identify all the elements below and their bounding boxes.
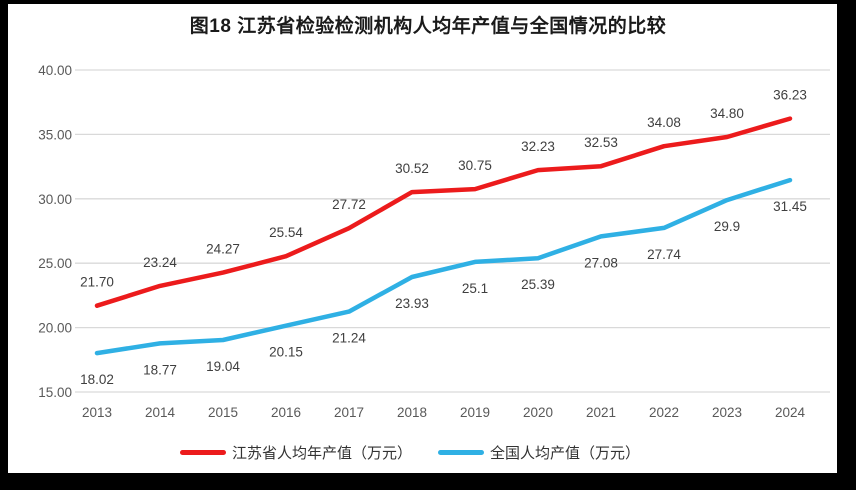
x-tick-label: 2021 [586,405,616,420]
data-label: 29.9 [714,219,740,234]
x-tick-label: 2015 [208,405,238,420]
legend: 江苏省人均年产值（万元） 全国人均产值（万元） [0,439,820,465]
x-tick-label: 2022 [649,405,679,420]
y-tick-label: 30.00 [38,192,72,207]
x-tick-label: 2018 [397,405,427,420]
x-tick-label: 2024 [775,405,806,420]
series-line-0 [94,116,793,308]
data-label: 27.08 [584,255,618,270]
chart-title: 图18 江苏省检验检测机构人均年产值与全国情况的比较 [189,16,667,37]
x-tick-label: 2014 [145,405,176,420]
x-tick-label: 2013 [82,405,112,420]
line-chart: 15.00 20.00 25.00 30.00 35.00 40.00 2013 2014 20… [38,63,830,420]
data-label: 31.45 [773,199,807,214]
data-label: 27.72 [332,197,366,212]
x-tick-label: 2020 [523,405,553,420]
photo-border-top [0,0,856,4]
y-tick-label: 25.00 [38,256,72,271]
legend-swatch-jiangsu [179,449,226,455]
data-label: 25.39 [521,277,555,292]
data-label: 36.23 [773,88,807,103]
x-tick-label: 2017 [334,405,364,420]
x-tick-label: 2019 [460,405,490,420]
series-line-1 [94,177,793,356]
data-label: 25.1 [462,281,488,296]
data-label: 32.23 [521,139,555,154]
data-label: 30.75 [458,158,492,173]
data-label: 23.24 [143,255,177,270]
legend-swatch-national [438,449,484,455]
data-label: 27.74 [647,247,681,262]
y-tick-label: 20.00 [38,321,72,336]
legend-item-jiangsu: 江苏省人均年产值（万元） [179,442,412,463]
photo-border-right [837,0,856,490]
photo-border-left [0,0,8,490]
y-tick-label: 40.00 [38,63,72,78]
data-label: 21.70 [80,275,114,290]
y-tick-label: 35.00 [38,127,72,142]
data-label: 34.80 [710,106,744,121]
photo-border-bottom [0,473,856,490]
data-label: 20.15 [269,345,303,360]
data-label: 30.52 [395,161,429,176]
x-tick-label: 2016 [271,405,301,420]
legend-label-jiangsu: 江苏省人均年产值（万元） [231,444,412,462]
y-tick-label: 15.00 [38,385,72,400]
x-tick-label: 2023 [712,405,742,420]
legend-item-national: 全国人均产值（万元） [438,442,640,463]
data-label: 21.24 [332,331,366,346]
data-label: 24.27 [206,242,240,257]
data-label: 25.54 [269,225,303,240]
data-label: 18.02 [80,372,114,387]
data-label: 34.08 [647,115,681,130]
data-label: 32.53 [584,135,618,150]
data-label: 18.77 [143,362,177,377]
data-label: 23.93 [395,296,429,311]
legend-label-national: 全国人均产值（万元） [490,444,641,462]
data-label: 19.04 [206,359,240,374]
